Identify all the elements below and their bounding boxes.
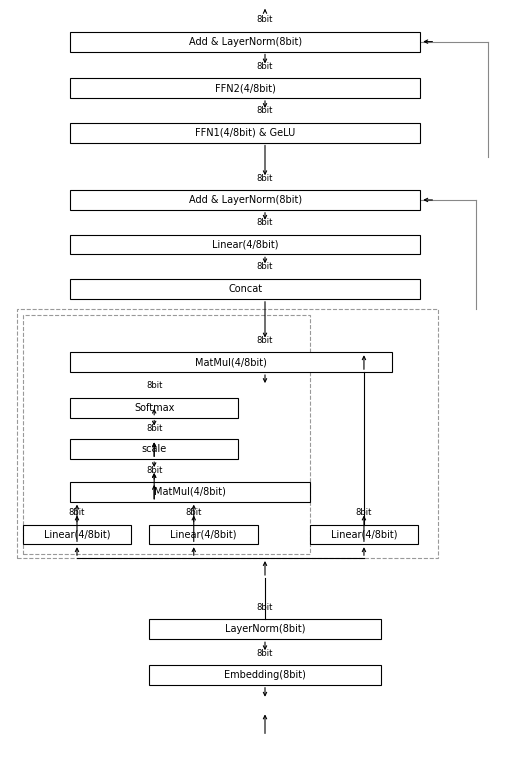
Text: Linear(4/8bit): Linear(4/8bit): [212, 240, 278, 250]
Text: Linear(4/8bit): Linear(4/8bit): [44, 529, 110, 539]
Bar: [70, 31, 420, 51]
Text: 8bit: 8bit: [257, 649, 273, 658]
Bar: [70, 78, 420, 98]
Text: 8bit: 8bit: [356, 508, 372, 517]
Text: FFN1(4/8bit) & GeLU: FFN1(4/8bit) & GeLU: [195, 128, 295, 138]
Bar: [70, 398, 238, 417]
Text: MatMul(4/8bit): MatMul(4/8bit): [195, 357, 267, 367]
Text: Add & LayerNorm(8bit): Add & LayerNorm(8bit): [189, 37, 302, 47]
Text: 8bit: 8bit: [257, 603, 273, 612]
Bar: [23, 525, 131, 545]
Text: scale: scale: [142, 444, 167, 454]
Text: Linear(4/8bit): Linear(4/8bit): [171, 529, 237, 539]
Bar: [16, 309, 438, 558]
Text: 8bit: 8bit: [146, 466, 162, 475]
Text: 8bit: 8bit: [257, 62, 273, 70]
Text: 8bit: 8bit: [257, 336, 273, 345]
Bar: [70, 234, 420, 254]
Text: MatMul(4/8bit): MatMul(4/8bit): [154, 487, 226, 497]
Text: 8bit: 8bit: [146, 381, 162, 391]
Text: Concat: Concat: [228, 284, 262, 294]
Text: 8bit: 8bit: [186, 508, 202, 517]
Bar: [70, 279, 420, 299]
Text: FFN2(4/8bit): FFN2(4/8bit): [215, 83, 276, 93]
Bar: [23, 315, 310, 554]
Text: 8bit: 8bit: [257, 218, 273, 228]
Bar: [70, 482, 310, 502]
Text: 8bit: 8bit: [257, 106, 273, 116]
Bar: [149, 620, 381, 640]
Bar: [70, 352, 392, 372]
Bar: [70, 123, 420, 142]
Text: 8bit: 8bit: [257, 15, 273, 25]
Bar: [70, 440, 238, 459]
Text: 8bit: 8bit: [69, 508, 85, 517]
Text: LayerNorm(8bit): LayerNorm(8bit): [225, 624, 305, 634]
Text: 8bit: 8bit: [146, 424, 162, 433]
Bar: [70, 190, 420, 210]
Text: Softmax: Softmax: [134, 403, 174, 413]
Bar: [310, 525, 418, 545]
Bar: [149, 525, 258, 545]
Text: Embedding(8bit): Embedding(8bit): [224, 670, 306, 680]
Text: 8bit: 8bit: [257, 262, 273, 270]
Bar: [149, 665, 381, 685]
Text: 8bit: 8bit: [257, 174, 273, 182]
Text: Linear(4/8bit): Linear(4/8bit): [331, 529, 397, 539]
Text: Add & LayerNorm(8bit): Add & LayerNorm(8bit): [189, 195, 302, 205]
